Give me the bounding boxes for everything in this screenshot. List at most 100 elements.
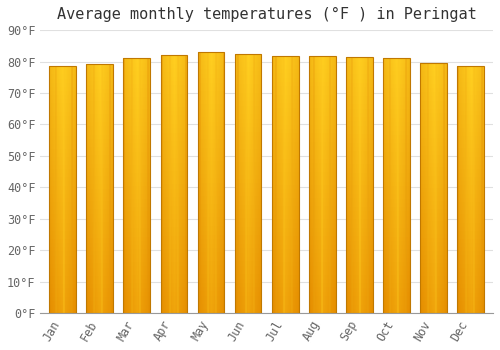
Bar [86,288,113,292]
Bar [160,154,188,159]
Bar [370,57,371,313]
Bar [88,64,89,313]
Bar [272,56,273,313]
Bar [272,90,298,95]
Bar [219,52,220,313]
Bar [184,55,185,313]
Bar [272,253,298,258]
Bar [420,301,447,305]
Bar [358,57,360,313]
Bar [179,55,180,313]
Bar [235,54,262,313]
Bar [458,107,484,111]
Bar [162,55,164,313]
Bar [56,66,58,313]
Bar [346,117,373,121]
Bar [160,176,188,180]
Bar [272,197,298,202]
Bar [420,84,447,88]
Bar [160,248,188,253]
Bar [309,292,336,296]
Bar [420,205,447,209]
Bar [124,211,150,216]
Bar [124,250,150,254]
Bar [235,62,262,66]
Bar [86,184,113,189]
Bar [272,266,298,270]
Bar [49,309,76,313]
Bar [86,151,113,155]
Bar [49,260,76,264]
Bar [346,300,373,304]
Bar [124,232,150,237]
Bar [401,58,402,313]
Bar [383,71,410,75]
Bar [272,65,298,69]
Bar [309,266,336,270]
Bar [198,113,224,117]
Bar [346,62,373,66]
Bar [49,111,76,116]
Bar [160,270,188,274]
Bar [478,66,479,313]
Bar [383,139,410,143]
Bar [458,173,484,177]
Bar [458,284,484,288]
Bar [124,164,150,169]
Bar [391,58,392,313]
Bar [346,130,373,134]
Bar [383,156,410,160]
Bar [272,180,298,185]
Bar [309,262,336,266]
Bar [440,63,441,313]
Bar [420,76,447,80]
Bar [124,152,150,156]
Bar [124,88,150,92]
Bar [346,211,373,215]
Bar [198,196,224,200]
Bar [446,63,447,313]
Bar [309,142,336,146]
Bar [272,56,298,61]
Bar [346,173,373,177]
Bar [103,64,104,313]
Bar [458,189,484,194]
Bar [160,304,188,309]
Bar [383,245,410,250]
Bar [160,133,188,137]
Bar [235,66,262,71]
Bar [235,270,262,274]
Bar [198,204,224,209]
Bar [346,164,373,168]
Bar [86,110,113,114]
Bar [309,159,336,163]
Bar [160,180,188,184]
Bar [474,66,476,313]
Bar [272,232,298,236]
Bar [105,64,106,313]
Bar [346,258,373,262]
Bar [160,77,188,81]
Bar [58,66,59,313]
Bar [198,274,224,278]
Bar [354,57,355,313]
Bar [346,228,373,232]
Bar [235,192,262,196]
Bar [390,58,392,313]
Bar [198,96,224,100]
Bar [212,52,213,313]
Bar [210,52,211,313]
Bar [49,198,76,202]
Bar [124,92,150,97]
Bar [235,97,262,101]
Bar [49,169,76,173]
Bar [346,275,373,279]
Bar [49,206,76,210]
Bar [441,63,442,313]
Bar [235,140,262,145]
Bar [49,190,76,194]
Bar [272,184,298,189]
Bar [383,237,410,241]
Bar [383,63,410,67]
Bar [272,94,298,99]
